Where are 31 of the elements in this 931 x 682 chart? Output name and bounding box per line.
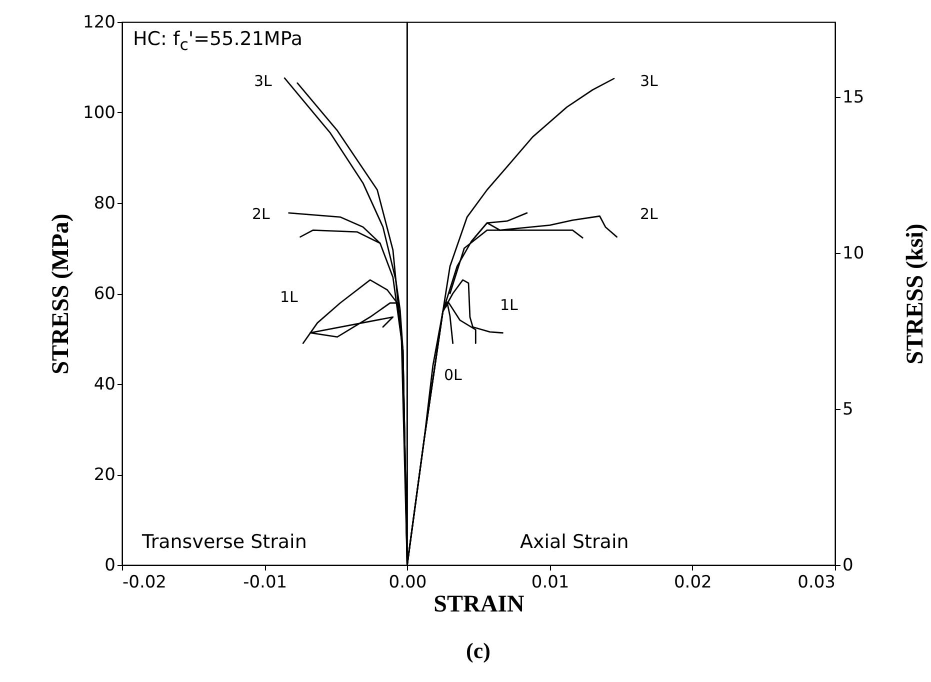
x-tick-label: -0.02 bbox=[122, 572, 166, 592]
y2-tick-label: 5 bbox=[842, 399, 854, 420]
y-tick-label: 0 bbox=[104, 556, 116, 576]
x-tick-label: 0.02 bbox=[674, 572, 712, 592]
annotation: 2L bbox=[252, 205, 270, 223]
y-tick-label: 120 bbox=[83, 12, 116, 32]
x-tick-label: -0.01 bbox=[243, 572, 288, 592]
annotation: HC: f$_{c}$'=55.21MPa bbox=[130, 28, 306, 54]
annotation: 2L bbox=[640, 205, 658, 223]
annotation: Transverse Strain bbox=[142, 531, 307, 553]
text: (c) bbox=[466, 638, 490, 664]
y-axis-title: STRESS (MPa) bbox=[48, 214, 74, 374]
y2-tick-label: 10 bbox=[842, 243, 864, 264]
y-tick-label: 80 bbox=[94, 194, 116, 214]
y2-tick-label: 0 bbox=[842, 556, 854, 576]
x-tick-label: 0.00 bbox=[388, 572, 427, 592]
annotation: 3L bbox=[254, 72, 272, 90]
x-axis-title: STRAIN bbox=[434, 592, 526, 618]
annotation: 0L bbox=[444, 366, 462, 384]
y-tick-label: 100 bbox=[83, 103, 116, 123]
annotation: 1L bbox=[280, 288, 298, 306]
y2-axis-title: STRESS (ksi) bbox=[902, 224, 928, 364]
y-tick-label: 40 bbox=[94, 374, 116, 394]
y2-tick-label: 15 bbox=[842, 87, 864, 108]
annotation: 1L bbox=[500, 296, 518, 314]
y-tick-label: 20 bbox=[94, 465, 116, 485]
annotation: 3L bbox=[640, 72, 658, 90]
y-tick-label: 60 bbox=[94, 284, 116, 304]
annotation: Axial Strain bbox=[520, 531, 629, 553]
x-tick-label: 0.03 bbox=[798, 572, 836, 592]
x-tick-label: 0.01 bbox=[531, 572, 570, 592]
